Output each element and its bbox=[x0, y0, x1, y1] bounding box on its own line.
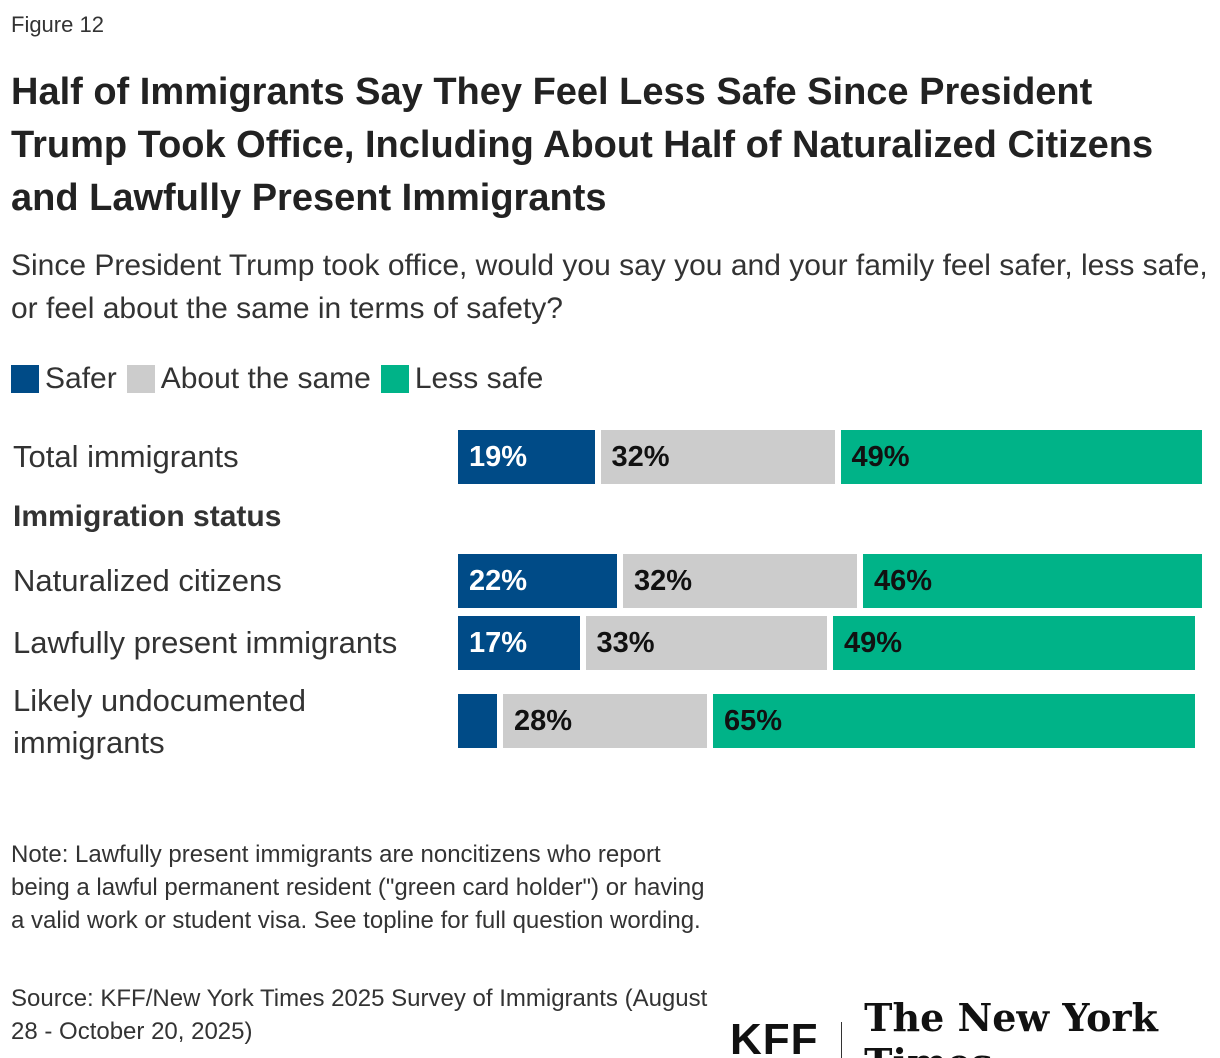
legend: Safer About the same Less safe bbox=[11, 362, 553, 396]
category-label: Likely undocumented immigrants bbox=[13, 683, 306, 760]
bar-segment: 28% bbox=[503, 694, 707, 748]
legend-swatch bbox=[126, 365, 155, 393]
data-label: 65% bbox=[724, 704, 783, 737]
bar-segment: 33% bbox=[585, 616, 827, 670]
group-label: Immigration status bbox=[13, 500, 282, 533]
data-label: 32% bbox=[611, 440, 670, 473]
legend-label: About the same bbox=[160, 362, 371, 395]
category-label: Lawfully present immigrants bbox=[13, 625, 398, 660]
data-label: 19% bbox=[469, 440, 528, 473]
figure-label: Figure 12 bbox=[11, 12, 104, 37]
bar-segment: 49% bbox=[833, 616, 1195, 670]
bar-segment: 22% bbox=[458, 554, 617, 608]
data-label: 49% bbox=[851, 440, 910, 473]
kff-logo: KFF bbox=[730, 1015, 819, 1058]
data-label: 46% bbox=[874, 564, 933, 597]
logos: KFF The New York Times bbox=[730, 995, 1220, 1058]
source: Source: KFF/New York Times 2025 Survey o… bbox=[11, 985, 708, 1045]
bar-segment: 17% bbox=[458, 616, 580, 670]
legend-swatch bbox=[380, 365, 409, 393]
note: Note: Lawfully present immigrants are no… bbox=[11, 841, 705, 934]
bar-segment: 46% bbox=[863, 554, 1202, 608]
bar-segment bbox=[458, 694, 497, 748]
legend-item: Less safe bbox=[380, 362, 544, 396]
legend-swatch bbox=[11, 365, 39, 393]
chart-title: Half of Immigrants Say They Feel Less Sa… bbox=[11, 71, 1154, 219]
nyt-logo: The New York Times bbox=[864, 995, 1158, 1058]
bar-segment: 19% bbox=[458, 430, 595, 484]
bar-segment: 32% bbox=[623, 554, 857, 608]
bar-segment: 49% bbox=[840, 430, 1202, 484]
data-label: 32% bbox=[634, 564, 693, 597]
data-label: 22% bbox=[469, 564, 528, 597]
bar-segment: 32% bbox=[600, 430, 835, 484]
category-label: Total immigrants bbox=[13, 439, 239, 474]
legend-item: About the same bbox=[126, 362, 371, 396]
legend-label: Safer bbox=[45, 362, 117, 395]
data-label: 33% bbox=[596, 626, 655, 659]
bar-segment: 65% bbox=[713, 694, 1195, 748]
chart-subtitle: Since President Trump took office, would… bbox=[11, 249, 1208, 325]
data-label: 28% bbox=[514, 704, 573, 737]
data-label: 17% bbox=[469, 626, 528, 659]
legend-item: Safer bbox=[11, 362, 117, 396]
legend-label: Less safe bbox=[414, 362, 544, 395]
category-label: Naturalized citizens bbox=[13, 563, 282, 598]
data-label: 49% bbox=[844, 626, 903, 659]
logo-divider bbox=[840, 1022, 843, 1058]
